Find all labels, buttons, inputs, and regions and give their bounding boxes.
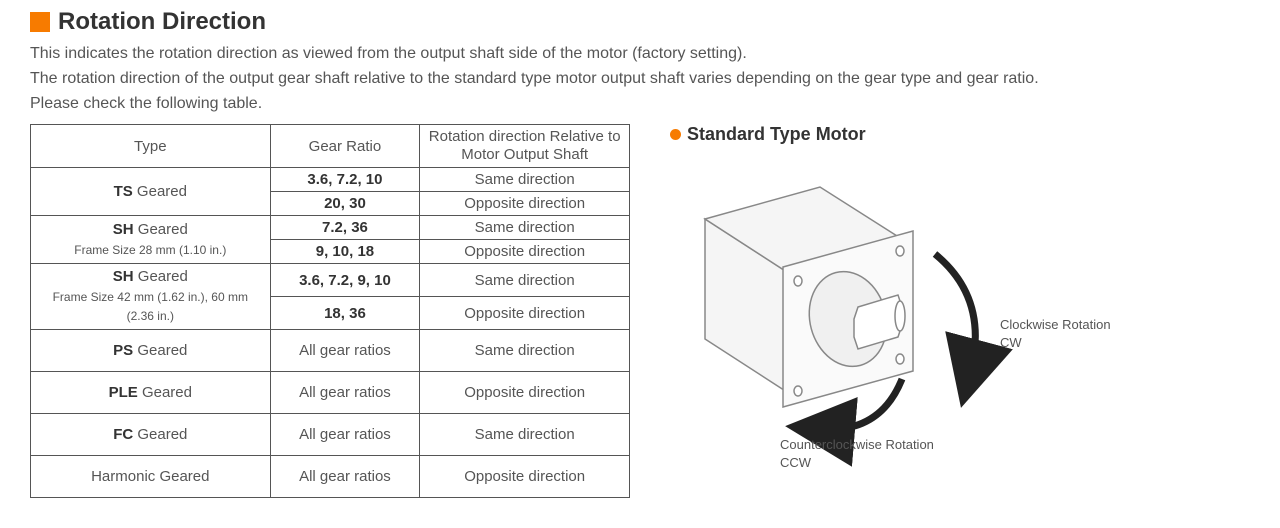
direction-cell: Opposite direction (420, 455, 630, 497)
table-row: TS Geared3.6, 7.2, 10Same direction (31, 168, 630, 192)
col-type: Type (31, 125, 271, 168)
motor-svg: Clockwise Rotation CW Counterclockwise R… (670, 149, 1190, 469)
content-row: Type Gear Ratio Rotation direction Relat… (30, 124, 1250, 498)
col-direction: Rotation direction Relative to Motor Out… (420, 125, 630, 168)
ratio-cell: All gear ratios (270, 413, 420, 455)
intro-line-1: This indicates the rotation direction as… (30, 42, 1250, 67)
cw-label-1: Clockwise Rotation (1000, 317, 1111, 332)
direction-cell: Same direction (420, 264, 630, 297)
motor-body-icon (705, 187, 913, 407)
direction-cell: Same direction (420, 413, 630, 455)
diagram-title-row: Standard Type Motor (670, 124, 1250, 145)
direction-cell: Opposite direction (420, 192, 630, 216)
cw-label-2: CW (1000, 335, 1022, 350)
ccw-label-1: Counterclockwise Rotation (780, 437, 934, 452)
table-row: PS GearedAll gear ratiosSame direction (31, 329, 630, 371)
type-cell: FC Geared (31, 413, 271, 455)
table-row: SH GearedFrame Size 42 mm (1.62 in.), 60… (31, 264, 630, 297)
table-row: Harmonic GearedAll gear ratiosOpposite d… (31, 455, 630, 497)
ccw-label-2: CCW (780, 455, 812, 469)
direction-cell: Same direction (420, 329, 630, 371)
intro-line-2: The rotation direction of the output gea… (30, 67, 1250, 92)
ratio-cell: 7.2, 36 (270, 216, 420, 240)
table-header-row: Type Gear Ratio Rotation direction Relat… (31, 125, 630, 168)
ratio-cell: 20, 30 (270, 192, 420, 216)
type-cell: PLE Geared (31, 371, 271, 413)
direction-cell: Opposite direction (420, 240, 630, 264)
intro-line-3: Please check the following table. (30, 92, 1250, 117)
rotation-table-wrap: Type Gear Ratio Rotation direction Relat… (30, 124, 630, 498)
table-row: PLE GearedAll gear ratiosOpposite direct… (31, 371, 630, 413)
type-cell: PS Geared (31, 329, 271, 371)
type-cell: TS Geared (31, 168, 271, 216)
direction-cell: Opposite direction (420, 371, 630, 413)
ratio-cell: 18, 36 (270, 297, 420, 330)
accent-square-icon (30, 12, 50, 32)
rotation-table: Type Gear Ratio Rotation direction Relat… (30, 124, 630, 498)
ratio-cell: All gear ratios (270, 455, 420, 497)
type-cell: Harmonic Geared (31, 455, 271, 497)
type-cell: SH GearedFrame Size 28 mm (1.10 in.) (31, 216, 271, 264)
diagram-title: Standard Type Motor (687, 124, 866, 145)
cw-arrow-icon (935, 254, 975, 374)
direction-cell: Opposite direction (420, 297, 630, 330)
ratio-cell: 3.6, 7.2, 9, 10 (270, 264, 420, 297)
table-row: SH GearedFrame Size 28 mm (1.10 in.)7.2,… (31, 216, 630, 240)
direction-cell: Same direction (420, 216, 630, 240)
type-cell: SH GearedFrame Size 42 mm (1.62 in.), 60… (31, 264, 271, 330)
intro-text: This indicates the rotation direction as… (30, 42, 1250, 116)
direction-cell: Same direction (420, 168, 630, 192)
motor-diagram-wrap: Standard Type Motor (670, 124, 1250, 469)
table-row: FC GearedAll gear ratiosSame direction (31, 413, 630, 455)
accent-dot-icon (670, 129, 681, 140)
col-ratio: Gear Ratio (270, 125, 420, 168)
section-title: Rotation Direction (58, 8, 266, 36)
section-header: Rotation Direction (30, 8, 1250, 36)
ratio-cell: 3.6, 7.2, 10 (270, 168, 420, 192)
ratio-cell: All gear ratios (270, 371, 420, 413)
ratio-cell: All gear ratios (270, 329, 420, 371)
ratio-cell: 9, 10, 18 (270, 240, 420, 264)
